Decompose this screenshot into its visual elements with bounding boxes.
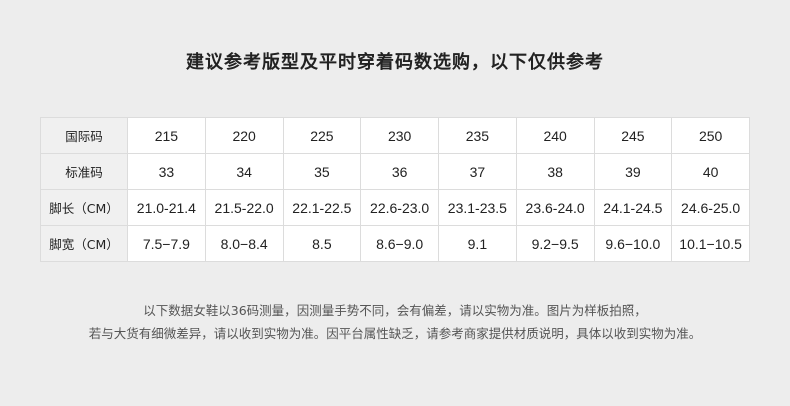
table-cell: 37 [438, 153, 517, 190]
table-cell: 240 [515, 117, 595, 154]
table-cell: 22.1-22.5 [282, 189, 362, 226]
table-cell: 21.0-21.4 [127, 189, 206, 226]
row-header: 标准码 [40, 153, 128, 190]
table-cell: 24.1-24.5 [593, 189, 673, 226]
table-cell: 8.0−8.4 [204, 225, 284, 262]
table-cell: 225 [282, 117, 362, 154]
table-cell: 230 [360, 117, 439, 154]
table-cell: 40 [671, 153, 750, 190]
table-cell: 35 [282, 153, 362, 190]
table-cell: 22.6-23.0 [360, 189, 439, 226]
page-title: 建议参考版型及平时穿着码数选购，以下仅供参考 [186, 52, 604, 73]
table-cell: 9.1 [438, 225, 517, 262]
table-row: 标准码 33 34 35 36 37 38 39 40 [40, 153, 750, 190]
table-cell: 8.6−9.0 [360, 225, 439, 262]
table-cell: 38 [515, 153, 595, 190]
table-cell: 215 [127, 117, 206, 154]
table-cell: 21.5-22.0 [204, 189, 284, 226]
table-cell: 9.2−9.5 [515, 225, 595, 262]
table-cell: 235 [438, 117, 517, 154]
table-cell: 33 [127, 153, 206, 190]
row-header: 脚宽（CM） [40, 225, 128, 262]
row-header: 国际码 [40, 117, 128, 154]
table-cell: 8.5 [282, 225, 362, 262]
table-cell: 34 [204, 153, 284, 190]
table-cell: 245 [593, 117, 673, 154]
row-header: 脚长（CM） [40, 189, 128, 226]
table-cell: 39 [593, 153, 673, 190]
table-cell: 220 [204, 117, 284, 154]
table-cell: 9.6−10.0 [593, 225, 673, 262]
note-line-1: 以下数据女鞋以36码测量，因测量手势不同，会有偏差，请以实物为准。图片为样板拍照… [143, 303, 647, 318]
table-cell: 23.1-23.5 [438, 189, 517, 226]
table-cell: 24.6-25.0 [671, 189, 750, 226]
table-row: 脚宽（CM） 7.5−7.9 8.0−8.4 8.5 8.6−9.0 9.1 9.2−9.5… [40, 225, 750, 262]
table-cell: 23.6-24.0 [515, 189, 595, 226]
size-chart-table: 国际码 215 220 225 230 235 240 245 250 标准码 33 34 35 36 37… [40, 117, 750, 262]
table-row: 国际码 215 220 225 230 235 240 245 250 [40, 117, 750, 154]
table-row: 脚长（CM） 21.0-21.4 21.5-22.0 22.1-22.5 22.6-23… [40, 189, 750, 226]
table-cell: 7.5−7.9 [127, 225, 206, 262]
table-cell: 10.1−10.5 [671, 225, 750, 262]
table-cell: 36 [360, 153, 439, 190]
note-line-2: 若与大货有细微差异，请以收到实物为准。因平台属性缺乏，请参考商家提供材质说明，具… [88, 326, 702, 341]
table-cell: 250 [671, 117, 750, 154]
